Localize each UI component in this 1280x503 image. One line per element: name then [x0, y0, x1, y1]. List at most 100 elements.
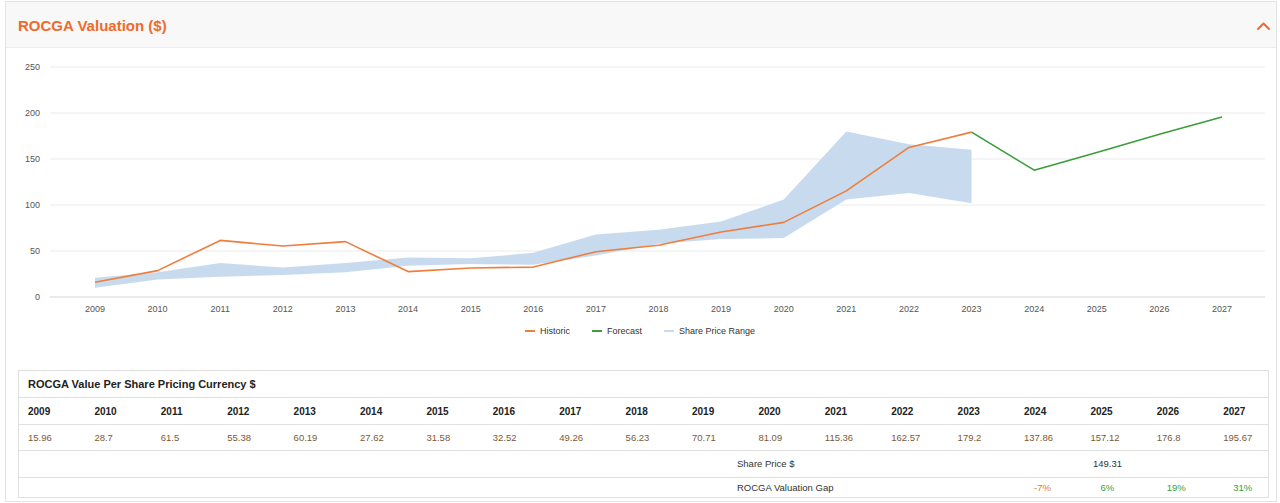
y-tick-label: 200 — [25, 108, 40, 118]
x-tick-label: 2011 — [211, 304, 230, 314]
collapse-chevron[interactable] — [1258, 24, 1269, 30]
x-tick-label: 2022 — [899, 304, 919, 314]
y-tick-label: 0 — [35, 292, 40, 302]
valuation-gap-cell: 6% — [1100, 482, 1114, 493]
table-header-cell: 2017 — [559, 406, 582, 417]
table-row-line — [19, 450, 1269, 451]
table-header-cell: 2014 — [360, 406, 383, 417]
x-tick-label: 2027 — [1212, 304, 1232, 314]
table-value-cell: 179.2 — [958, 432, 982, 443]
table-title: ROCGA Value Per Share Pricing Currency $ — [28, 378, 256, 390]
grid-line — [50, 205, 1265, 206]
table-header-cell: 2025 — [1090, 406, 1113, 417]
chart-title: ROCGA Valuation ($) — [18, 17, 167, 34]
x-tick-label: 2025 — [1087, 304, 1107, 314]
table-header-cell: 2026 — [1157, 406, 1180, 417]
y-tick-label: 150 — [25, 154, 40, 164]
x-tick-label: 2026 — [1149, 304, 1169, 314]
share-price-range-band — [95, 131, 972, 287]
header-divider — [6, 47, 1276, 48]
legend: Historic Forecast Share Price Range — [525, 326, 755, 336]
plot-data — [95, 117, 1222, 288]
table-header-cell: 2019 — [692, 406, 715, 417]
series-line — [95, 132, 972, 282]
table-value-cell: 195.67 — [1223, 432, 1252, 443]
valuation-gap-cell: 19% — [1167, 482, 1187, 493]
table-header-cell: 2009 — [28, 406, 51, 417]
x-tick-label: 2023 — [962, 304, 982, 314]
value-table: ROCGA Value Per Share Pricing Currency $… — [19, 371, 1269, 498]
share-price-label: Share Price $ — [737, 458, 795, 469]
table-header-cell: 2023 — [958, 406, 981, 417]
x-tick-label: 2013 — [335, 304, 355, 314]
table-header-cell: 2015 — [426, 406, 449, 417]
table-value-cell: 137.86 — [1024, 432, 1053, 443]
valuation-gap-cell: 31% — [1233, 482, 1253, 493]
x-tick-label: 2016 — [523, 304, 543, 314]
table-value-cell: 81.09 — [758, 432, 782, 443]
table-value-cell: 27.62 — [360, 432, 384, 443]
table-value-cell: 176.8 — [1157, 432, 1181, 443]
card-header — [6, 2, 1276, 47]
table-value-cell: 28.7 — [94, 432, 113, 443]
table-row-line — [19, 424, 1269, 425]
x-tick-label: 2020 — [774, 304, 794, 314]
legend-swatch — [592, 330, 602, 332]
table-header-cell: 2016 — [493, 406, 516, 417]
grid-line — [50, 251, 1265, 252]
table-value-cell: 32.52 — [493, 432, 517, 443]
table-header-cell: 2010 — [94, 406, 117, 417]
table-row-line — [19, 477, 1269, 478]
table-value-cell: 55.38 — [227, 432, 251, 443]
grid — [50, 67, 1265, 297]
x-tick-label: 2015 — [461, 304, 481, 314]
table-value-cell: 60.19 — [294, 432, 318, 443]
table-header-cell: 2012 — [227, 406, 250, 417]
table-value-cell: 49.26 — [559, 432, 583, 443]
table-value-cell: 157.12 — [1090, 432, 1119, 443]
table-header-cell: 2020 — [758, 406, 781, 417]
x-tick-label: 2024 — [1024, 304, 1044, 314]
legend-label: Historic — [540, 326, 571, 336]
table-header-cell: 2018 — [626, 406, 649, 417]
table-header-cell: 2021 — [825, 406, 848, 417]
table-header-cell: 2013 — [294, 406, 317, 417]
x-tick-label: 2018 — [648, 304, 668, 314]
table-value-cell: 162.57 — [891, 432, 920, 443]
table-header-cell: 2027 — [1223, 406, 1246, 417]
legend-label: Share Price Range — [679, 326, 755, 336]
legend-swatch — [525, 330, 535, 332]
table-frame — [19, 371, 1269, 498]
table-value-cell: 56.23 — [626, 432, 650, 443]
x-tick-label: 2014 — [398, 304, 418, 314]
y-tick-label: 50 — [30, 246, 40, 256]
grid-line — [50, 67, 1265, 68]
x-tick-label: 2009 — [85, 304, 105, 314]
page: ROCGA Valuation ($) 0 50 100 150 200 250 2009 20… — [0, 0, 1280, 503]
table-header-cell: 2022 — [891, 406, 914, 417]
series-line — [972, 117, 1222, 170]
table-value-cell: 61.5 — [161, 432, 180, 443]
x-tick-label: 2017 — [586, 304, 606, 314]
table-header-cell: 2011 — [161, 406, 183, 417]
table-value-cell: 15.96 — [28, 432, 52, 443]
table-value-cell: 115.36 — [825, 432, 853, 443]
table-value-cell: 70.71 — [692, 432, 716, 443]
x-tick-label: 2012 — [273, 304, 293, 314]
table-header-cell: 2024 — [1024, 406, 1047, 417]
x-tick-label: 2010 — [148, 304, 168, 314]
grid-line — [50, 113, 1265, 114]
x-tick-label: 2021 — [836, 304, 856, 314]
card — [6, 2, 1277, 502]
grid-line — [50, 159, 1265, 160]
valuation-gap-cell: -7% — [1034, 482, 1051, 493]
y-tick-label: 250 — [25, 62, 40, 72]
y-tick-label: 100 — [25, 200, 40, 210]
legend-swatch — [664, 330, 674, 332]
legend-label: Forecast — [607, 326, 643, 336]
table-value-cell: 31.58 — [426, 432, 450, 443]
share-price-value: 149.31 — [1093, 458, 1122, 469]
table-row-line — [19, 397, 1269, 398]
x-tick-label: 2019 — [711, 304, 731, 314]
valuation-gap-label: ROCGA Valuation Gap — [737, 482, 833, 493]
